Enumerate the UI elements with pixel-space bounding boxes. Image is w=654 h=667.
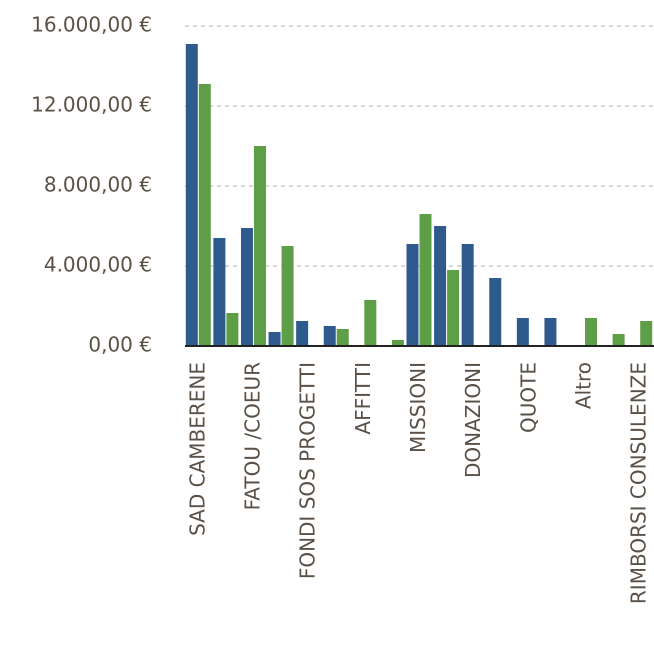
bar	[612, 334, 625, 346]
bar	[336, 329, 349, 346]
x-tick-label: Altro	[572, 362, 596, 409]
bar	[240, 228, 253, 346]
bar	[213, 238, 226, 346]
bar	[296, 321, 309, 346]
y-tick-label: 8.000,00 €	[44, 173, 152, 197]
bar	[268, 332, 281, 346]
bar	[640, 321, 653, 346]
x-tick-label: FONDI SOS PROGETTI	[296, 362, 320, 579]
bar	[461, 244, 474, 346]
bar	[364, 300, 377, 346]
x-tick-label: MISSIONI	[406, 362, 430, 453]
y-tick-label: 0,00 €	[88, 333, 152, 357]
y-tick-label: 12.000,00 €	[31, 93, 152, 117]
y-tick-label: 4.000,00 €	[44, 253, 152, 277]
x-tick-label: QUOTE	[516, 362, 540, 433]
x-tick-label: FATOU /COEUR	[240, 362, 264, 510]
bar	[489, 278, 502, 346]
bar	[226, 313, 239, 346]
bar	[585, 318, 598, 346]
bar	[198, 84, 211, 346]
bar	[544, 318, 557, 346]
bar	[253, 146, 266, 346]
bar	[516, 318, 529, 346]
bar	[281, 246, 294, 346]
bar	[323, 326, 336, 346]
bar	[434, 226, 447, 346]
bar	[406, 244, 419, 346]
bar	[419, 214, 432, 346]
bar	[447, 270, 460, 346]
y-tick-label: 16.000,00 €	[31, 13, 152, 37]
bar	[391, 340, 404, 346]
x-tick-label: RIMBORSI CONSULENZE	[627, 362, 651, 604]
x-tick-label: SAD CAMBERENE	[185, 362, 209, 536]
x-tick-label: DONAZIONI	[461, 362, 485, 478]
bar	[185, 44, 198, 346]
x-tick-label: AFFITTI	[351, 362, 375, 435]
